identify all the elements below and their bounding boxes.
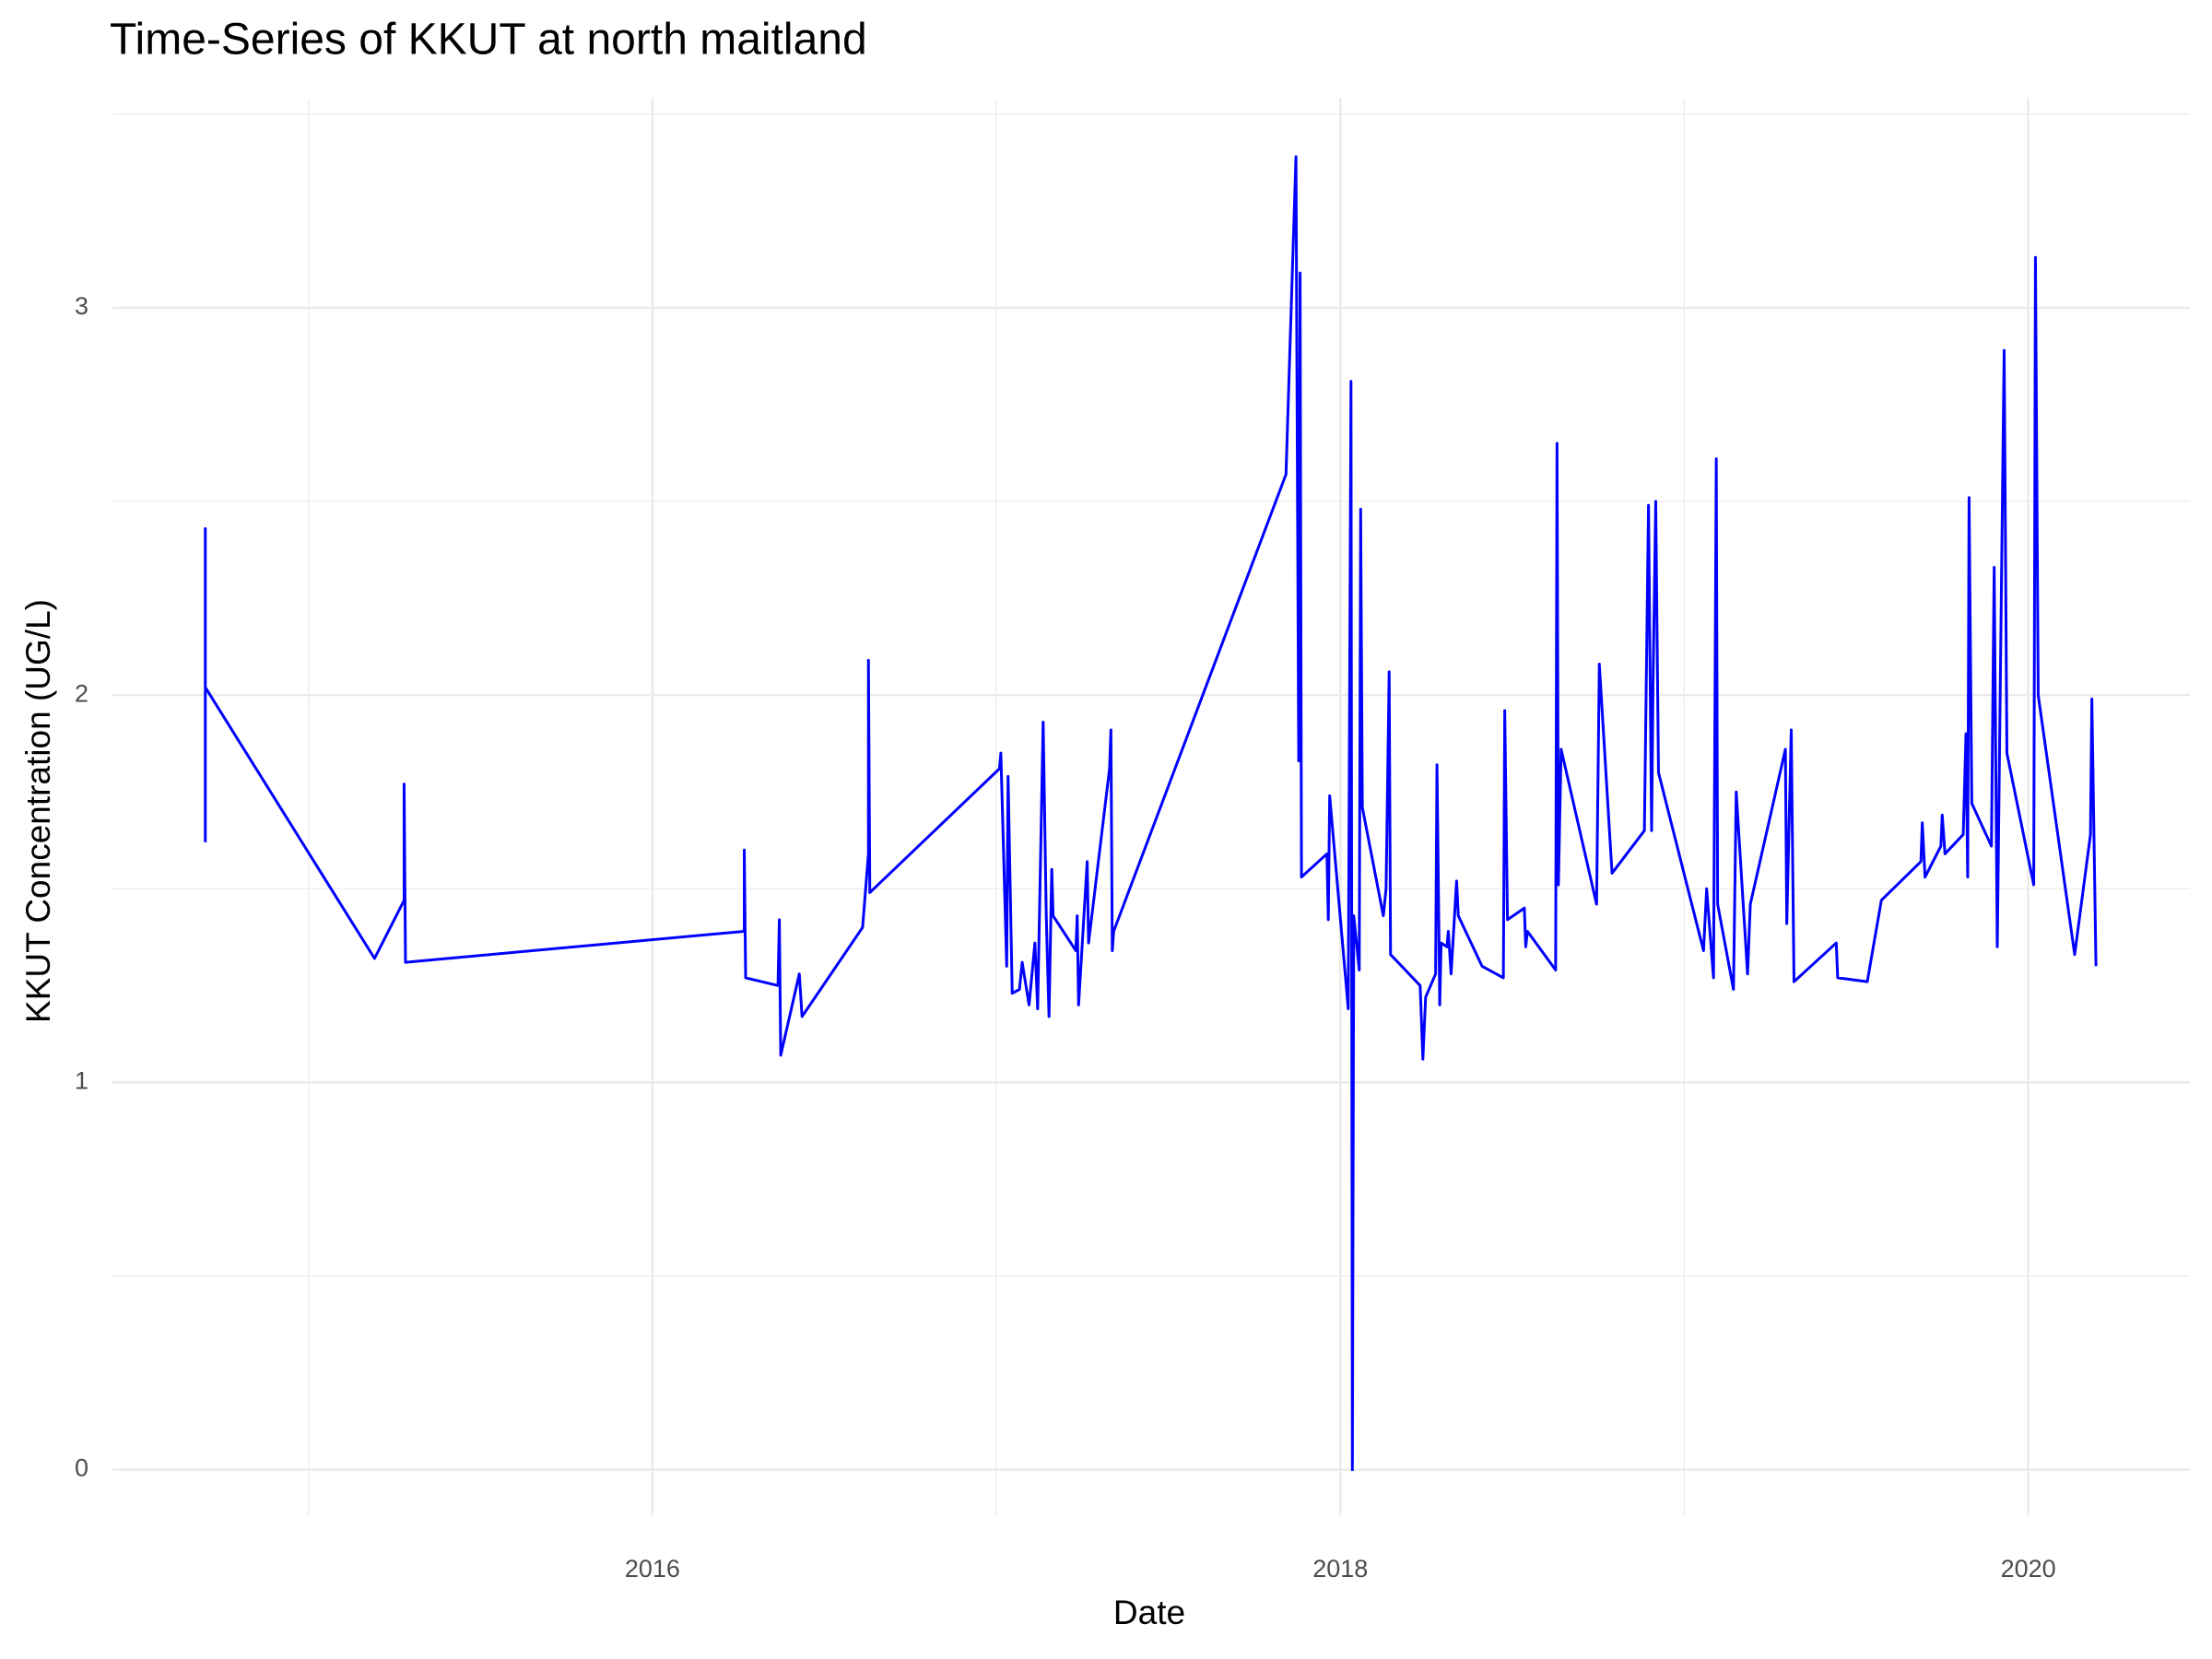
chart-title: Time-Series of KKUT at north maitland <box>110 16 867 65</box>
y-tick-label: 2 <box>75 679 88 707</box>
x-axis-title: Date <box>1113 1594 1185 1631</box>
y-tick-label: 3 <box>75 292 88 320</box>
x-tick-label: 2016 <box>625 1555 680 1583</box>
x-tick-label: 2020 <box>2001 1555 2056 1583</box>
y-axis-title: KKUT Concentration (UG/L) <box>19 599 57 1023</box>
data-line <box>204 155 2098 1472</box>
x-tick-label: 2018 <box>1312 1555 1368 1583</box>
y-tick-label: 0 <box>75 1454 88 1482</box>
y-tick-label: 1 <box>75 1066 88 1094</box>
